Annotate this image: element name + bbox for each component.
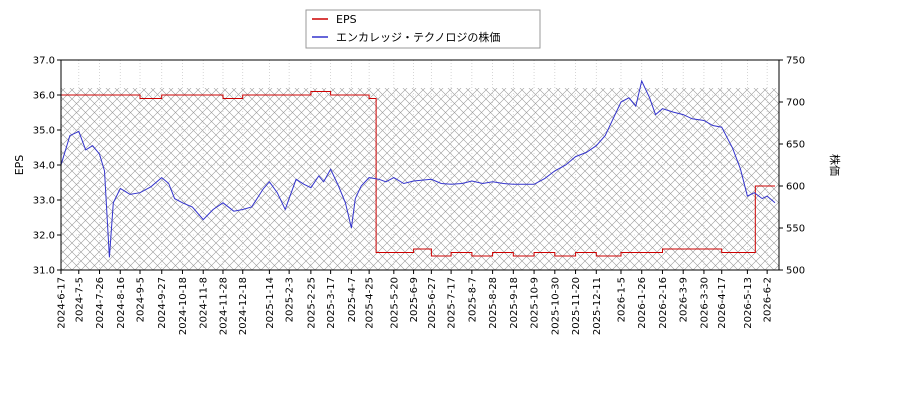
- x-tick-label: 2026-1-26: [637, 277, 648, 329]
- right-tick-label: 550: [786, 224, 805, 235]
- x-tick-label: 2025-3-17: [326, 277, 337, 329]
- x-tick-label: 2025-2-3: [285, 277, 296, 322]
- x-tick-label: 2024-11-8: [199, 277, 210, 329]
- left-tick-label: 32.0: [33, 231, 55, 242]
- x-tick-label: 2025-8-7: [467, 277, 478, 322]
- x-tick-label: 2025-11-20: [571, 277, 582, 335]
- left-axis-title: EPS: [13, 155, 26, 176]
- x-tick-label: 2025-4-7: [347, 277, 358, 322]
- x-tick-label: 2025-10-30: [550, 277, 561, 335]
- x-tick-label: 2024-10-18: [178, 277, 189, 335]
- series-eps-line: [61, 91, 775, 257]
- grid: [60, 59, 779, 271]
- x-tick-label: 2024-8-16: [116, 277, 127, 329]
- x-tick-label: 2024-7-5: [74, 277, 85, 322]
- left-tick-label: 31.0: [33, 266, 55, 277]
- left-tick-label: 35.0: [33, 126, 55, 137]
- x-tick-label: 2025-8-28: [488, 277, 499, 329]
- x-tick-label: 2026-1-5: [616, 277, 627, 322]
- x-tick-label: 2025-6-27: [427, 277, 438, 329]
- x-tick-label: 2025-2-25: [306, 277, 317, 329]
- x-tick-label: 2026-2-16: [658, 277, 669, 329]
- right-axis-title: 株価: [828, 154, 842, 176]
- right-tick-label: 700: [786, 98, 805, 109]
- hatch-fill: [61, 88, 779, 270]
- right-tick-label: 650: [786, 140, 805, 151]
- right-tick-label: 500: [786, 266, 805, 277]
- left-y-axis: 31.0 32.0 33.0 34.0 35.0 36.0 37.0: [33, 56, 61, 277]
- right-y-axis: 500 550 600 650 700 750: [779, 56, 805, 277]
- x-tick-label: 2025-9-18: [509, 277, 520, 329]
- x-tick-label: 2025-10-9: [530, 277, 541, 329]
- x-tick-label: 2026-4-17: [717, 277, 728, 329]
- x-tick-label: 2024-7-26: [95, 277, 106, 329]
- legend-label-eps: EPS: [336, 13, 357, 26]
- right-tick-label: 600: [786, 182, 805, 193]
- left-tick-label: 34.0: [33, 161, 55, 172]
- x-tick-label: 2024-11-28: [218, 277, 229, 335]
- x-tick-label: 2026-3-30: [699, 277, 710, 329]
- x-tick-label: 2024-9-27: [157, 277, 168, 329]
- x-tick-label: 2026-3-9: [679, 277, 690, 322]
- left-tick-label: 36.0: [33, 91, 55, 102]
- x-tick-label: 2025-5-20: [389, 277, 400, 329]
- series-layer: [61, 79, 776, 258]
- left-tick-label: 33.0: [33, 196, 55, 207]
- x-axis: 2024-6-17 2024-7-5 2024-7-26 2024-8-16 2024-…: [57, 270, 774, 335]
- left-tick-label: 37.0: [33, 56, 55, 67]
- x-tick-label: 2024-6-17: [57, 277, 68, 329]
- x-tick-label: 2025-1-14: [265, 277, 276, 329]
- x-tick-label: 2025-12-11: [592, 277, 603, 335]
- legend-label-price: エンカレッジ・テクノロジの株価: [336, 30, 500, 44]
- hatch-region: [61, 88, 779, 270]
- x-tick-label: 2024-9-5: [136, 277, 147, 322]
- x-tick-label: 2026-6-2: [763, 277, 774, 322]
- right-tick-label: 750: [786, 56, 805, 67]
- x-tick-label: 2024-12-18: [238, 277, 249, 335]
- series-price-line: [61, 79, 776, 258]
- x-tick-label: 2025-6-9: [409, 277, 420, 322]
- x-tick-label: 2025-4-25: [365, 277, 376, 329]
- x-tick-label: 2026-5-13: [743, 277, 754, 329]
- x-tick-label: 2025-7-17: [447, 277, 458, 329]
- legend: EPS エンカレッジ・テクノロジの株価: [305, 9, 541, 49]
- legend-box: [305, 9, 541, 49]
